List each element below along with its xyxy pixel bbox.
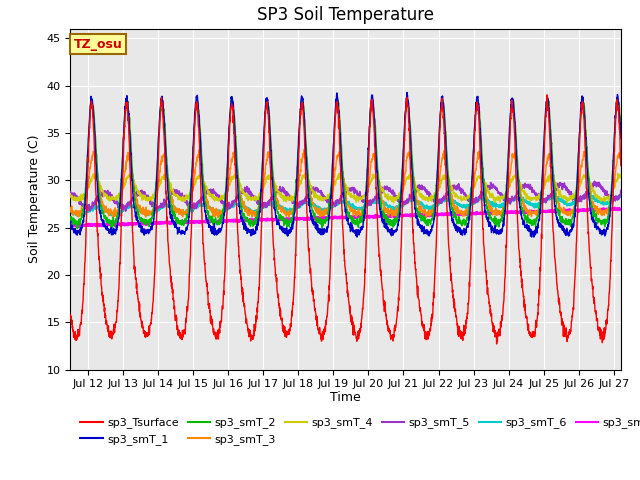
- sp3_smT_5: [244, 187, 252, 193]
- sp3_smT_3: [385, 212, 393, 218]
- sp3_smT_1: [353, 234, 361, 240]
- sp3_smT_6: [620, 191, 628, 196]
- sp3_smT_2: [123, 100, 131, 106]
- sp3_Tsurface: [627, 312, 635, 318]
- sp3_smT_1: [403, 90, 411, 96]
- sp3_smT_7: [624, 204, 632, 210]
- sp3_smT_2: [627, 213, 635, 218]
- sp3_smT_3: [67, 208, 74, 214]
- Line: sp3_smT_7: sp3_smT_7: [70, 207, 631, 227]
- Line: sp3_smT_1: sp3_smT_1: [70, 93, 631, 237]
- Line: sp3_smT_2: sp3_smT_2: [70, 96, 631, 229]
- X-axis label: Time: Time: [330, 391, 361, 404]
- Line: sp3_Tsurface: sp3_Tsurface: [70, 95, 631, 344]
- sp3_smT_1: [520, 221, 528, 227]
- sp3_smT_3: [244, 212, 252, 217]
- Line: sp3_smT_4: sp3_smT_4: [70, 172, 631, 203]
- sp3_smT_3: [627, 204, 635, 210]
- sp3_smT_4: [244, 192, 252, 197]
- sp3_smT_2: [368, 94, 376, 99]
- sp3_smT_3: [552, 192, 559, 197]
- sp3_smT_5: [385, 188, 392, 194]
- sp3_smT_7: [627, 205, 635, 211]
- sp3_smT_4: [390, 200, 397, 206]
- sp3_smT_4: [123, 178, 131, 183]
- sp3_smT_4: [584, 169, 591, 175]
- sp3_smT_1: [627, 223, 635, 228]
- sp3_smT_3: [253, 216, 260, 222]
- sp3_Tsurface: [543, 92, 551, 98]
- sp3_smT_7: [620, 205, 627, 211]
- sp3_smT_3: [123, 157, 131, 163]
- Title: SP3 Soil Temperature: SP3 Soil Temperature: [257, 6, 434, 24]
- sp3_smT_5: [67, 189, 74, 194]
- sp3_smT_6: [244, 204, 252, 210]
- sp3_smT_7: [552, 208, 559, 214]
- sp3_Tsurface: [620, 239, 628, 245]
- sp3_smT_5: [620, 186, 628, 192]
- Line: sp3_smT_6: sp3_smT_6: [70, 193, 631, 216]
- Text: TZ_osu: TZ_osu: [74, 38, 123, 51]
- sp3_smT_1: [552, 209, 559, 215]
- sp3_smT_5: [627, 180, 635, 186]
- sp3_smT_5: [591, 179, 598, 184]
- sp3_smT_2: [552, 198, 559, 204]
- Legend: sp3_Tsurface, sp3_smT_1, sp3_smT_2, sp3_smT_3, sp3_smT_4, sp3_smT_5, sp3_smT_6, : sp3_Tsurface, sp3_smT_1, sp3_smT_2, sp3_…: [76, 413, 640, 449]
- sp3_Tsurface: [244, 322, 252, 328]
- sp3_Tsurface: [67, 312, 74, 318]
- sp3_smT_3: [520, 206, 528, 212]
- sp3_smT_2: [108, 226, 116, 232]
- sp3_smT_1: [244, 228, 252, 233]
- sp3_Tsurface: [493, 341, 500, 347]
- sp3_smT_6: [552, 193, 559, 199]
- sp3_smT_4: [520, 191, 528, 197]
- sp3_smT_4: [627, 193, 635, 199]
- sp3_smT_6: [627, 195, 635, 201]
- sp3_smT_5: [123, 201, 131, 207]
- sp3_smT_6: [67, 207, 74, 213]
- sp3_smT_3: [300, 146, 308, 152]
- sp3_smT_7: [520, 209, 528, 215]
- sp3_smT_7: [385, 213, 392, 219]
- sp3_smT_2: [520, 213, 528, 218]
- sp3_smT_7: [123, 221, 131, 227]
- sp3_smT_4: [620, 178, 628, 183]
- Line: sp3_smT_5: sp3_smT_5: [70, 181, 631, 211]
- sp3_smT_4: [552, 181, 559, 187]
- sp3_Tsurface: [552, 266, 559, 272]
- sp3_smT_5: [552, 188, 559, 194]
- sp3_smT_5: [122, 208, 129, 214]
- sp3_smT_4: [385, 197, 392, 203]
- Line: sp3_smT_3: sp3_smT_3: [70, 149, 631, 219]
- sp3_smT_6: [520, 198, 528, 204]
- sp3_smT_1: [385, 227, 392, 233]
- sp3_Tsurface: [123, 103, 131, 108]
- Y-axis label: Soil Temperature (C): Soil Temperature (C): [28, 135, 41, 264]
- sp3_smT_4: [67, 191, 74, 197]
- sp3_smT_3: [620, 175, 628, 180]
- sp3_smT_2: [620, 175, 628, 180]
- sp3_smT_1: [67, 220, 74, 226]
- sp3_smT_2: [67, 214, 74, 220]
- sp3_smT_7: [76, 224, 83, 229]
- sp3_smT_6: [385, 204, 392, 210]
- sp3_smT_7: [67, 222, 74, 228]
- sp3_smT_5: [520, 182, 528, 188]
- sp3_smT_6: [123, 204, 131, 210]
- sp3_smT_2: [244, 218, 252, 224]
- sp3_smT_7: [244, 217, 252, 223]
- sp3_smT_1: [123, 96, 131, 101]
- sp3_smT_6: [79, 214, 87, 219]
- sp3_smT_6: [620, 193, 627, 199]
- sp3_smT_1: [620, 192, 628, 198]
- sp3_Tsurface: [385, 326, 392, 332]
- sp3_smT_2: [385, 217, 393, 223]
- sp3_Tsurface: [520, 295, 528, 301]
